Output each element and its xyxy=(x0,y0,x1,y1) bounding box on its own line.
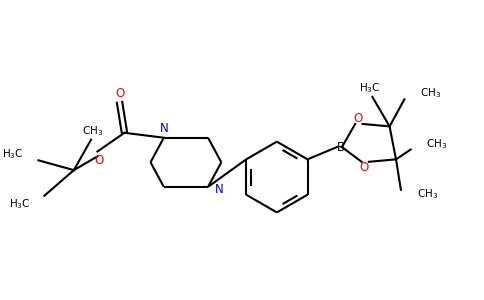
Text: H$_3$C: H$_3$C xyxy=(2,148,24,161)
Text: H$_3$C: H$_3$C xyxy=(9,198,30,212)
Text: O: O xyxy=(95,154,104,167)
Text: O: O xyxy=(360,161,369,174)
Text: H$_3$C: H$_3$C xyxy=(359,81,381,95)
Text: N: N xyxy=(214,183,223,196)
Text: O: O xyxy=(115,87,124,100)
Text: N: N xyxy=(159,122,168,135)
Text: CH$_3$: CH$_3$ xyxy=(82,124,103,138)
Text: CH$_3$: CH$_3$ xyxy=(426,137,448,151)
Text: B: B xyxy=(337,141,345,154)
Text: CH$_3$: CH$_3$ xyxy=(417,187,438,201)
Text: O: O xyxy=(353,112,362,125)
Text: CH$_3$: CH$_3$ xyxy=(420,87,441,100)
